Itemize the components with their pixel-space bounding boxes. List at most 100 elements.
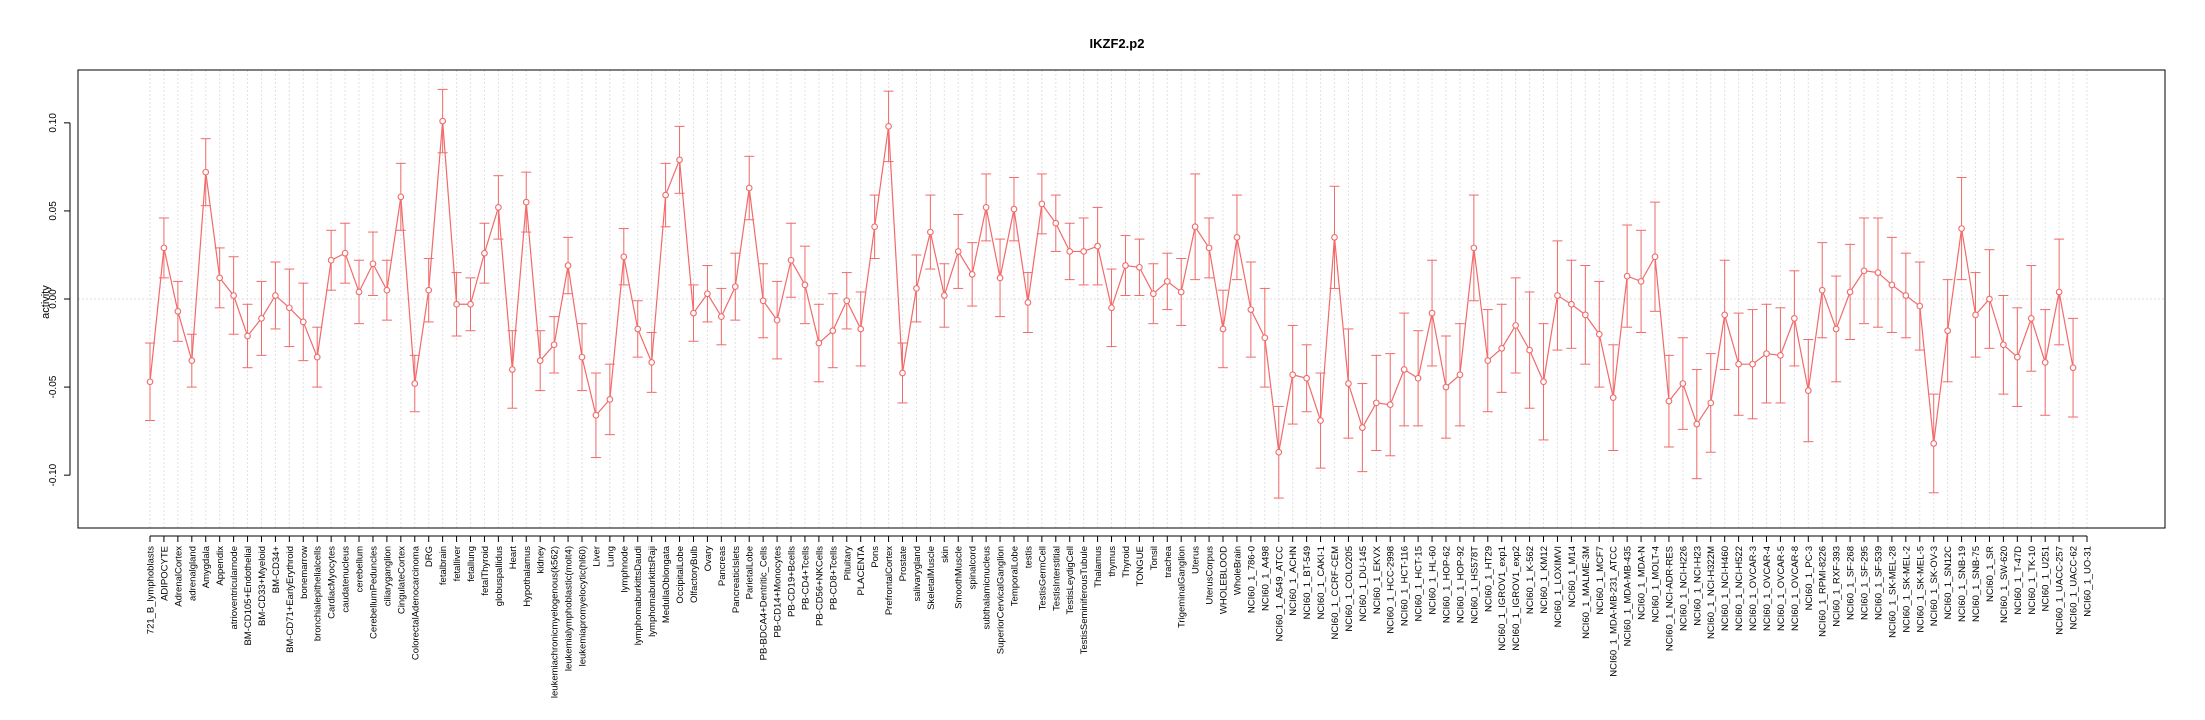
data-point <box>1094 242 1101 250</box>
x-tick-label: cerebellum <box>355 546 366 593</box>
x-tick-label: TestisGermCell <box>1037 546 1048 610</box>
x-tick-label: NCI60_1_NCI-ADR-RES <box>1664 546 1675 651</box>
x-tick-label: NCI60_1_ACHN <box>1288 546 1299 616</box>
data-point <box>857 325 865 333</box>
data-point <box>1442 383 1450 391</box>
x-tick-label: NCI60_1_SF-268 <box>1846 546 1857 620</box>
x-tick-label: WHOLEBLOOD <box>1219 546 1230 614</box>
data-point <box>1930 440 1938 447</box>
x-axis: 721_B_lymphoblasts ADIPOCYTE AdrenalCortex… <box>146 535 2094 698</box>
x-tick-label: NCI60_1_HL-60 <box>1428 546 1439 615</box>
data-point <box>787 256 795 264</box>
data-point <box>1581 311 1589 319</box>
data-point <box>230 292 237 299</box>
data-point <box>1832 325 1840 333</box>
data-point <box>1944 327 1951 335</box>
data-point <box>2027 315 2035 322</box>
y-axis: -0.10 -0.05 0.00 0.05 0.10 <box>48 113 71 487</box>
x-tick-label: NCI60_1_M14 <box>1567 546 1578 607</box>
y-tick-label: 0.10 <box>48 113 59 133</box>
y-tick-label: -0.05 <box>48 375 59 398</box>
data-point <box>1609 394 1617 401</box>
data-point <box>662 191 669 199</box>
data-point <box>550 341 558 349</box>
data-point <box>439 117 446 125</box>
x-tick-label: caudatenucleus <box>341 546 352 613</box>
x-tick-label: NCI60_1_EKVX <box>1372 545 1383 614</box>
data-point <box>341 249 349 257</box>
data-point <box>1010 205 1018 213</box>
data-point <box>258 315 265 322</box>
x-tick-label: NCI60_1_MOLT-4 <box>1651 546 1662 622</box>
x-tick-label: NCI60_1_UACC-62 <box>2069 546 2080 629</box>
data-point <box>1359 424 1366 431</box>
data-point <box>2013 353 2021 361</box>
x-tick-label: NCI60_1_OVCAR-4 <box>1762 546 1773 631</box>
data-point <box>801 281 809 289</box>
x-tick-label: Pons <box>870 546 881 568</box>
x-tick-label: 721_B_lymphoblasts <box>146 546 157 634</box>
data-point <box>1874 269 1882 276</box>
x-tick-label: Prostate <box>898 546 909 581</box>
x-tick-label: kidney <box>536 546 547 574</box>
x-tick-label: Uterus <box>1191 546 1202 574</box>
x-tick-label: NCI60_1_OVCAR-3 <box>1748 546 1759 631</box>
y-tick-label: 0.00 <box>48 289 59 309</box>
x-tick-label: BM-CD105+Endothelial <box>243 546 254 646</box>
x-tick-label: NCI60_1_HOP-92 <box>1455 546 1466 623</box>
x-tick-label: atrioventricularnode <box>229 546 240 629</box>
data-point <box>1191 223 1199 231</box>
data-point <box>1972 311 1979 319</box>
data-point <box>1108 304 1115 312</box>
x-tick-label: PancreaticIslets <box>731 546 742 613</box>
data-point <box>1066 248 1074 255</box>
x-tick-label: PB-CD4+Tcells <box>800 546 811 610</box>
data-point <box>968 270 976 278</box>
data-point <box>1038 200 1046 208</box>
x-tick-label: NCI60_1_OVCAR-8 <box>1790 546 1801 631</box>
x-tick-label: ciliaryganglion <box>382 546 393 606</box>
data-point <box>1080 248 1088 255</box>
x-tick-label: leukemialymphoblastic(molt4) <box>564 546 575 671</box>
data-point <box>1721 311 1729 319</box>
x-tick-label: NCI60_1_HOP-62 <box>1441 546 1452 623</box>
data-point <box>299 318 307 326</box>
plot-frame <box>77 69 2166 529</box>
data-point <box>495 204 502 211</box>
x-tick-label: SkeletalMuscle <box>926 546 937 610</box>
x-tick-label: salivarygland <box>912 546 923 601</box>
data-point <box>1052 219 1060 227</box>
x-tick-label: bonemarrow <box>299 546 310 599</box>
x-tick-label: NCI60_1_SN12C <box>1943 546 1954 620</box>
x-tick-label: NCI60_1_MALME-3M <box>1581 546 1592 639</box>
data-point <box>522 198 530 206</box>
data-point <box>244 332 251 340</box>
data-point <box>606 396 614 403</box>
x-tick-label: NCI60_1_CAKI-1 <box>1316 546 1327 619</box>
data-point <box>1247 306 1255 313</box>
x-tick-label: NCI60_1_HCC-2998 <box>1386 546 1397 634</box>
x-tick-label: CardiacMyocytes <box>327 546 338 619</box>
data-point <box>1958 225 1965 232</box>
data-point <box>1317 417 1324 424</box>
data-point <box>1484 357 1492 365</box>
data-point <box>1804 387 1812 394</box>
data-point <box>160 244 168 252</box>
x-tick-label: lymphnode <box>619 546 630 592</box>
data-point <box>2041 359 2049 366</box>
data-point <box>508 366 516 373</box>
x-tick-label: NCI60_1_NCI-H522 <box>1734 546 1745 631</box>
x-tick-label: Heart <box>508 546 519 570</box>
data-point <box>1414 374 1422 382</box>
x-tick-label: PB-BDCA4+Dentritic_Cells <box>759 546 770 661</box>
data-point <box>1386 401 1394 409</box>
data-point <box>1902 292 1910 299</box>
x-tick-label: MedullaOblongata <box>661 545 672 623</box>
data-point <box>481 249 488 257</box>
x-tick-label: WholeBrain <box>1232 546 1243 595</box>
x-tick-label: NCI60_1_SW-620 <box>1999 546 2010 623</box>
x-tick-label: Appendix <box>215 546 226 586</box>
x-tick-label: NCI60_1_SNB-75 <box>1971 546 1982 622</box>
x-tick-label: NCI60_1_HCT-116 <box>1400 546 1411 626</box>
